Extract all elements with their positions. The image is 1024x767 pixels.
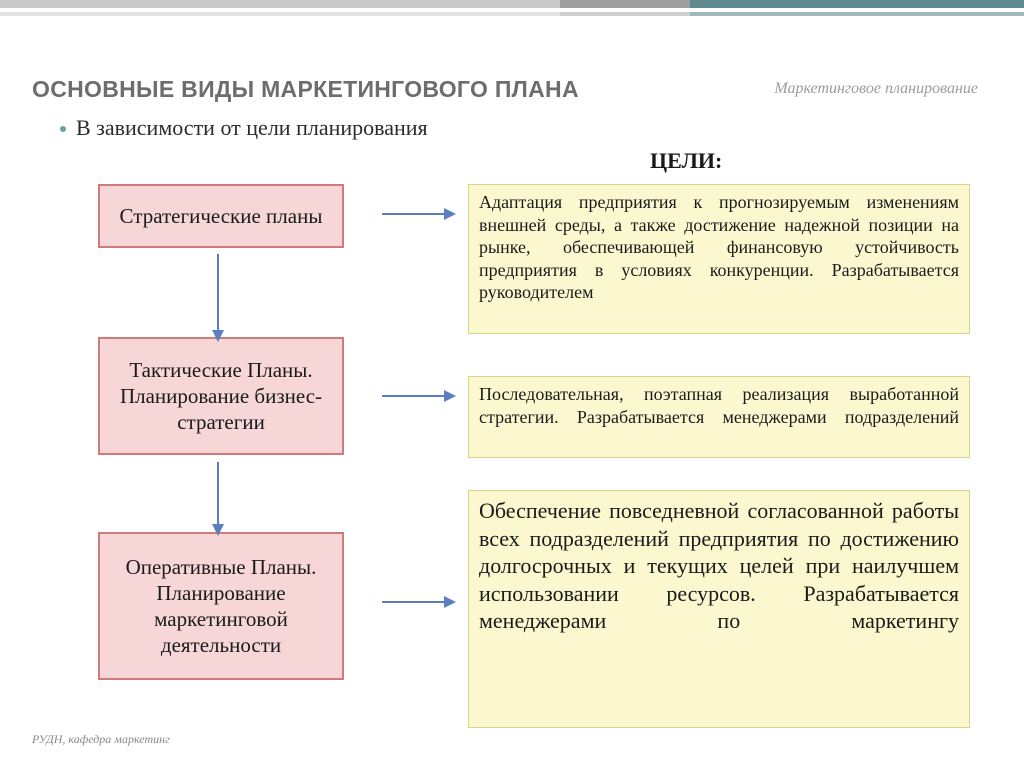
arrow-right-0 [380, 204, 458, 224]
goal-box-0: Адаптация предприятия к прогнозируемым и… [468, 184, 970, 334]
goals-label: ЦЕЛИ: [650, 148, 722, 174]
plan-box-2: Оперативные Планы. Планирование маркетин… [98, 532, 344, 680]
goal-box-1: Последовательная, поэтапная реализация в… [468, 376, 970, 458]
subtitle-row: В зависимости от цели планирования [60, 115, 428, 141]
decorative-top-bar [0, 0, 1024, 28]
arrow-down-0 [208, 252, 228, 344]
plan-box-0: Стратегические планы [98, 184, 344, 248]
arrow-down-1 [208, 460, 228, 538]
header-note: Маркетинговое планирование [774, 80, 978, 98]
footer-credit: РУДН, кафедра маркетинг [32, 732, 170, 747]
subtitle-text: В зависимости от цели планирования [76, 115, 428, 141]
slide-title: ОСНОВНЫЕ ВИДЫ МАРКЕТИНГОВОГО ПЛАНА [32, 76, 579, 103]
bullet-icon [60, 126, 66, 132]
arrow-right-2 [380, 592, 458, 612]
arrow-right-1 [380, 386, 458, 406]
goal-box-2: Обеспечение повседневной согласованной р… [468, 490, 970, 728]
plan-box-1: Тактические Планы. Планирование бизнес-с… [98, 337, 344, 455]
